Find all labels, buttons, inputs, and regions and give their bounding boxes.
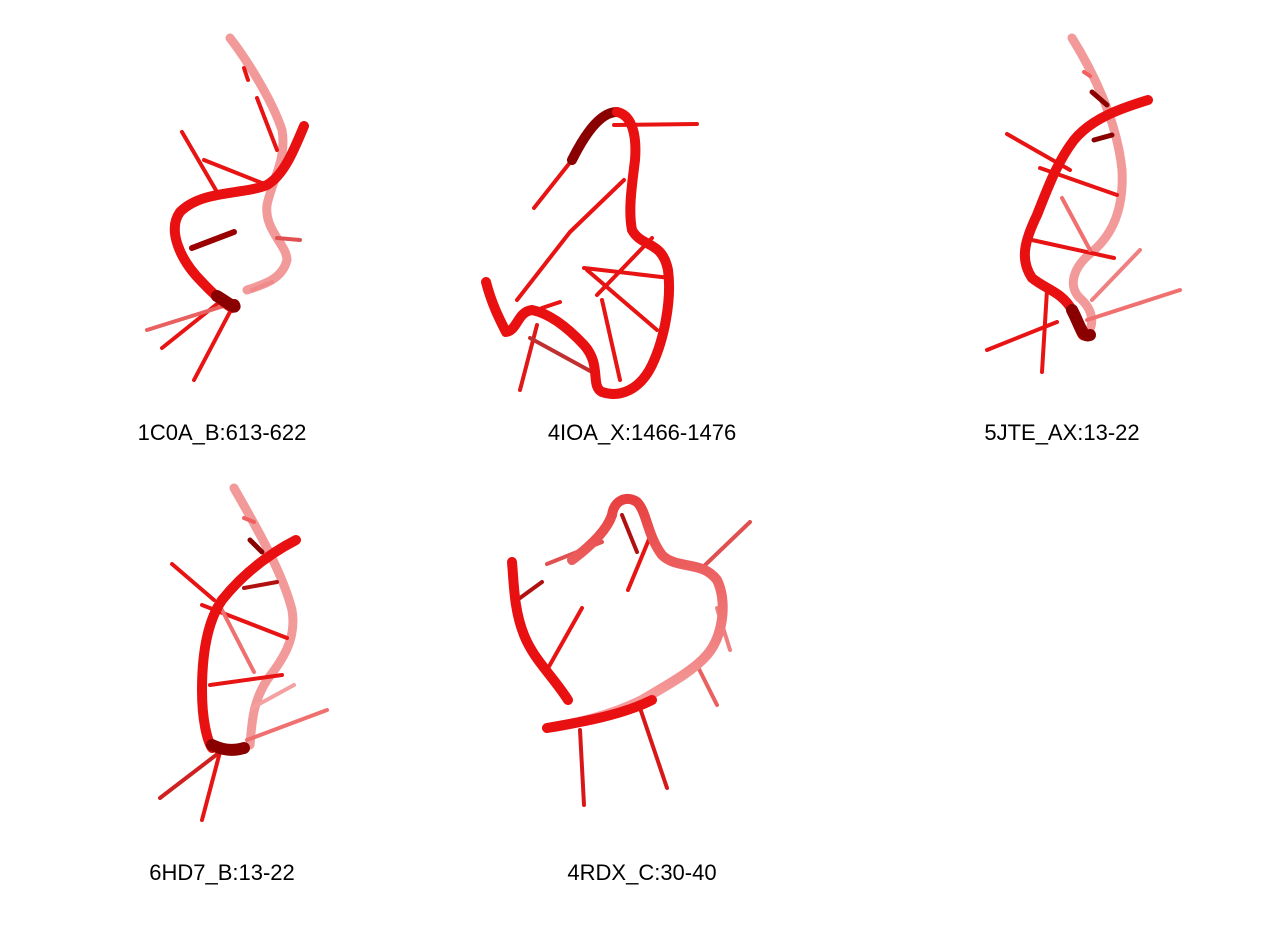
structure-panel-4ioa: 4IOA_X:1466-1476 (481, 20, 792, 460)
base-sticks (518, 513, 752, 807)
backbone-front-strand (507, 557, 573, 705)
structure-panel-5jte: 5JTE_AX:13-22 (912, 20, 1212, 460)
base-sticks (985, 70, 1182, 374)
backbone-bottom-strand (542, 695, 657, 733)
backbone-back-strand (229, 483, 298, 750)
rna-structure-1c0a (145, 33, 309, 382)
structure-panel-4rdx: 4RDX_C:30-40 (492, 460, 792, 900)
structure-panel-6hd7: 6HD7_B:13-22 (72, 460, 372, 900)
structure-label: 4IOA_X:1466-1476 (547, 420, 737, 445)
rna-structure-6hd7 (158, 483, 329, 822)
backbone-main-strand (481, 107, 675, 399)
backbone-turn (211, 290, 241, 313)
rna-structure-4rdx (507, 493, 752, 807)
base-sticks (515, 122, 699, 392)
backbone-front-strand (197, 535, 301, 753)
backbone-turn (1066, 304, 1096, 342)
structure-label: 5JTE_AX:13-22 (984, 420, 1140, 445)
backbone-front-strand (169, 121, 309, 313)
rna-structure-5jte (985, 33, 1182, 374)
structure-label: 6HD7_B:13-22 (149, 860, 295, 885)
backbone-back-strand (225, 33, 292, 295)
structure-label: 1C0A_B:613-622 (137, 420, 307, 445)
backbone-main-strand (542, 493, 728, 733)
structure-panel-1c0a: 1C0A_B:613-622 (72, 20, 372, 460)
base-sticks (145, 66, 302, 382)
rna-structure-4ioa (481, 107, 699, 399)
structure-label: 4RDX_C:30-40 (567, 860, 717, 885)
backbone-turn (206, 739, 250, 756)
base-sticks (158, 516, 329, 822)
backbone-dark-segment (567, 107, 622, 165)
